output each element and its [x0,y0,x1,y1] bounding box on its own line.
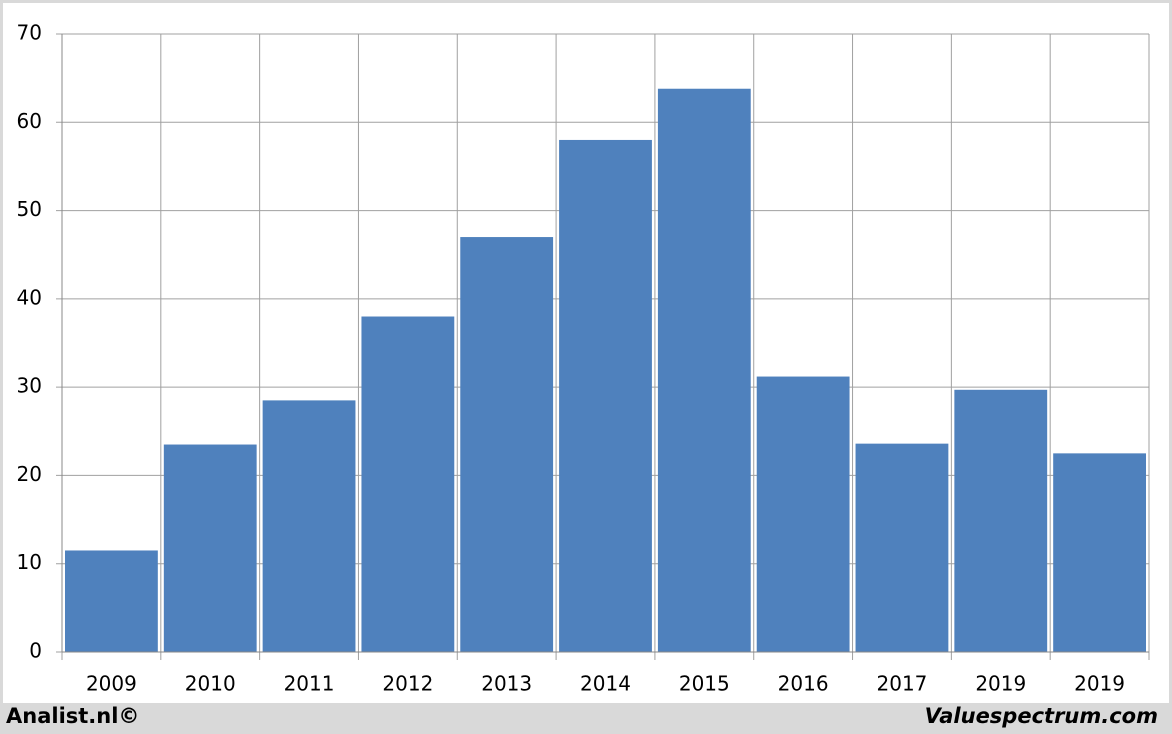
source-left: Analist.nl© [6,704,139,728]
x-tick-label: 2011 [284,672,335,696]
bar [361,316,455,652]
bar [855,443,949,652]
x-tick-label: 2012 [382,672,433,696]
x-tick-label: 2019 [1074,672,1125,696]
x-tick-label: 2014 [580,672,631,696]
bar [163,444,257,652]
bar [65,550,158,652]
y-tick-label: 20 [17,462,42,486]
y-tick-label: 70 [17,21,42,45]
bar [954,389,1048,652]
y-tick-label: 60 [17,109,42,133]
x-tick-label: 2015 [679,672,730,696]
x-tick-label: 2009 [86,672,137,696]
x-tick-label: 2017 [877,672,928,696]
bar [756,376,850,652]
y-tick-label: 10 [17,550,42,574]
y-tick-label: 0 [29,639,42,663]
x-tick-label: 2013 [481,672,532,696]
y-tick-label: 30 [17,374,42,398]
x-tick-label: 2019 [975,672,1026,696]
x-tick-label: 2016 [778,672,829,696]
x-tick-label: 2010 [185,672,236,696]
bar [262,400,356,652]
bar [460,237,554,653]
bar [559,139,652,652]
y-tick-label: 50 [17,197,42,221]
bar [1053,453,1146,652]
bar [657,88,751,653]
y-tick-label: 40 [17,285,42,309]
source-right: Valuespectrum.com [925,704,1158,728]
